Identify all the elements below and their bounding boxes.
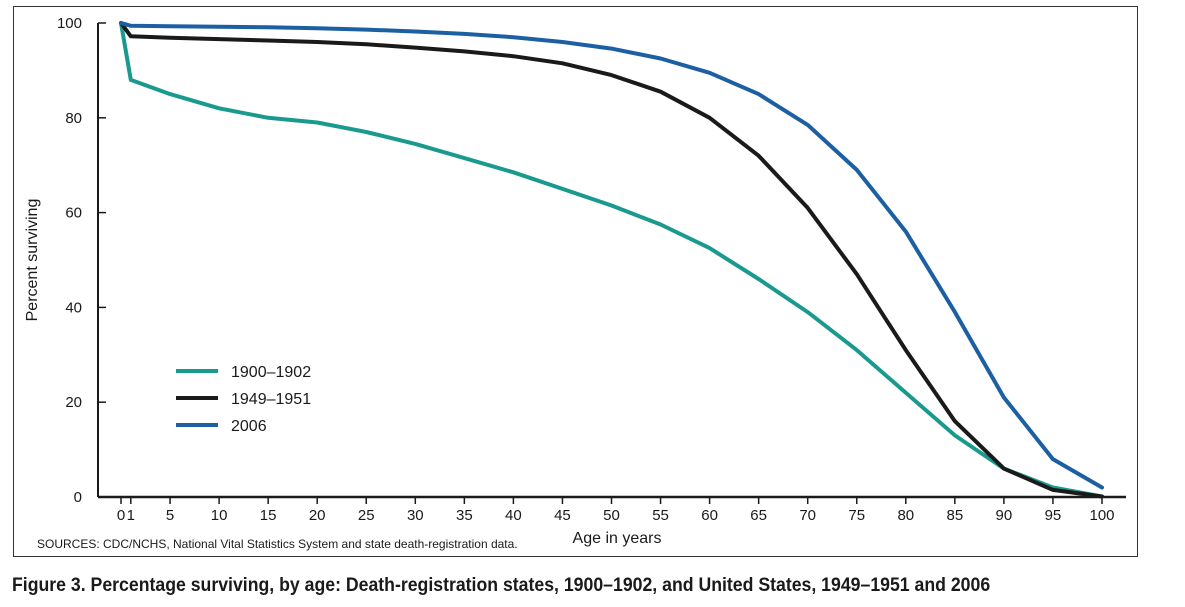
y-tick-label: 80 [65, 110, 82, 127]
x-tick-label: 35 [456, 507, 473, 524]
x-tick-label: 5 [166, 507, 174, 524]
x-tick-label: 70 [799, 507, 816, 524]
x-tick-label: 100 [1089, 507, 1114, 524]
y-tick-label: 100 [57, 15, 82, 32]
x-tick-label: 65 [750, 507, 767, 524]
legend-label: 1949–1951 [231, 391, 311, 408]
legend-label: 1900–1902 [231, 364, 311, 381]
y-tick-label: 20 [65, 394, 82, 411]
x-tick-label: 15 [260, 507, 277, 524]
figure-caption: Figure 3. Percentage surviving, by age: … [12, 575, 991, 596]
series-line-2 [119, 21, 1104, 499]
x-tick-label: 55 [652, 507, 669, 524]
legend-label: 2006 [231, 418, 267, 435]
x-tick-label: 25 [358, 507, 375, 524]
legend: 1900–1902 1949–1951 2006 [176, 364, 311, 435]
y-tick-label: 0 [74, 489, 82, 506]
x-tick-label: 50 [603, 507, 620, 524]
y-tick-label: 60 [65, 205, 82, 222]
x-tick-label: 1 [127, 507, 135, 524]
x-tick-label: 90 [996, 507, 1013, 524]
x-axis-title: Age in years [573, 530, 662, 547]
source-note: SOURCES: CDC/NCHS, National Vital Statis… [37, 537, 518, 551]
series-line-3 [119, 21, 1104, 490]
y-tick-label: 40 [65, 299, 82, 316]
x-tick-label: 30 [407, 507, 424, 524]
chart-frame [13, 6, 1138, 557]
series-line-1 [119, 21, 1104, 499]
x-tick-label: 80 [897, 507, 914, 524]
x-tick-label: 95 [1045, 507, 1062, 524]
x-tick-label: 20 [309, 507, 326, 524]
x-tick-label: 40 [505, 507, 522, 524]
series-lines [119, 21, 1104, 499]
x-tick-label: 10 [211, 507, 228, 524]
y-axis-title: Percent surviving [24, 199, 41, 322]
x-tick-label: 45 [554, 507, 571, 524]
x-tick-label: 60 [701, 507, 718, 524]
x-tick-label: 85 [947, 507, 964, 524]
x-tick-label: 75 [848, 507, 865, 524]
x-tick-label: 0 [117, 507, 125, 524]
